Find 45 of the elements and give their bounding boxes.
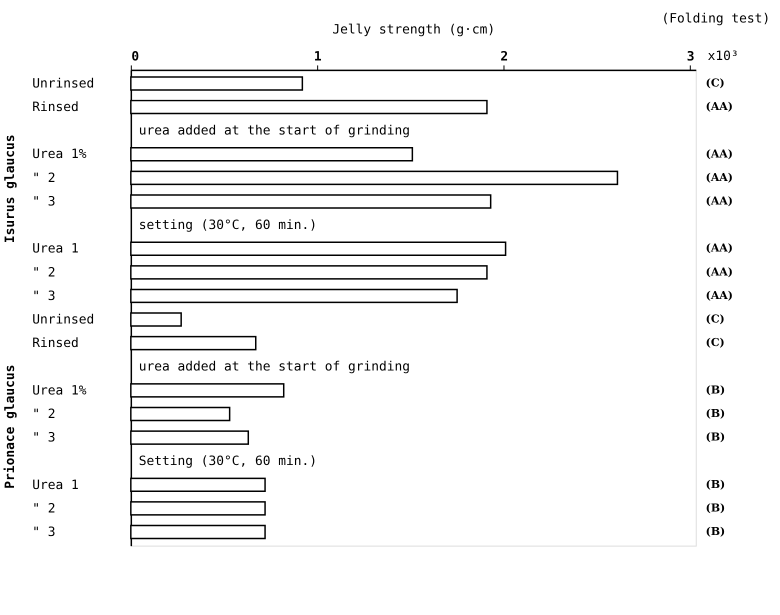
y2-tick-label: (AA) bbox=[706, 147, 733, 160]
annotation: urea added at the start of grinding bbox=[138, 360, 410, 375]
y-tick-label: " 3 bbox=[32, 524, 56, 540]
y2-tick-label: (AA) bbox=[706, 100, 733, 114]
y2-tick-label: (AA) bbox=[706, 170, 733, 184]
y2-tick-label: (C) bbox=[706, 76, 725, 90]
y2-tick-label: (AA) bbox=[706, 242, 733, 255]
x-tick-label: 1 bbox=[314, 49, 322, 64]
y-tick-label: Urea 1 bbox=[32, 478, 79, 493]
annotation: setting (30°C, 60 min.) bbox=[138, 218, 318, 234]
annotation: urea added at the start of grinding bbox=[138, 124, 410, 139]
x-tick-label: 0 bbox=[131, 49, 140, 64]
y2-tick-label: (B) bbox=[706, 430, 726, 444]
y2-axis-title: (Folding test) bbox=[662, 11, 770, 26]
y-tick-label: " 2 bbox=[32, 501, 56, 516]
y2-tick-label: (B) bbox=[706, 525, 726, 538]
text: x10³ bbox=[708, 48, 739, 64]
y-tick-label: Unrinsed bbox=[32, 76, 94, 92]
y-tick-label: Urea 1 bbox=[32, 242, 79, 257]
y-tick-label: " 3 bbox=[32, 288, 56, 304]
x-tick-label: 3 bbox=[686, 49, 695, 64]
y2-tick-label: (AA) bbox=[706, 194, 733, 208]
y-tick-label: Urea 1% bbox=[32, 383, 87, 398]
y-tick-label: " 2 bbox=[32, 406, 56, 422]
y-tick-label: Unrinsed bbox=[32, 312, 94, 328]
y-tick-label: Rinsed bbox=[32, 100, 79, 116]
y-tick-label: " 3 bbox=[32, 430, 56, 446]
text: Prionace glaucus bbox=[2, 364, 18, 489]
y-tick-label: " 2 bbox=[32, 170, 56, 186]
x-tick-label: 2 bbox=[500, 49, 508, 64]
y-tick-label: Rinsed bbox=[32, 336, 79, 352]
y2-tick-label: (C) bbox=[706, 312, 725, 326]
y-tick-label: " 2 bbox=[32, 265, 56, 280]
y-tick-label: " 3 bbox=[32, 194, 56, 210]
y2-tick-label: (B) bbox=[706, 478, 726, 491]
text: Isurus glaucus bbox=[2, 134, 18, 244]
y-tick-label: Urea 1% bbox=[32, 147, 87, 162]
y2-tick-label: (B) bbox=[706, 406, 726, 420]
y2-tick-label: (B) bbox=[706, 383, 726, 396]
y2-tick-label: (AA) bbox=[706, 288, 733, 302]
y2-tick-label: (C) bbox=[706, 336, 725, 350]
annotation: Setting (30°C, 60 min.) bbox=[138, 454, 318, 470]
y2-tick-label: (B) bbox=[706, 501, 726, 514]
x-axis-title: Jelly strength (g·cm) bbox=[332, 22, 496, 38]
y2-tick-label: (AA) bbox=[706, 265, 733, 278]
